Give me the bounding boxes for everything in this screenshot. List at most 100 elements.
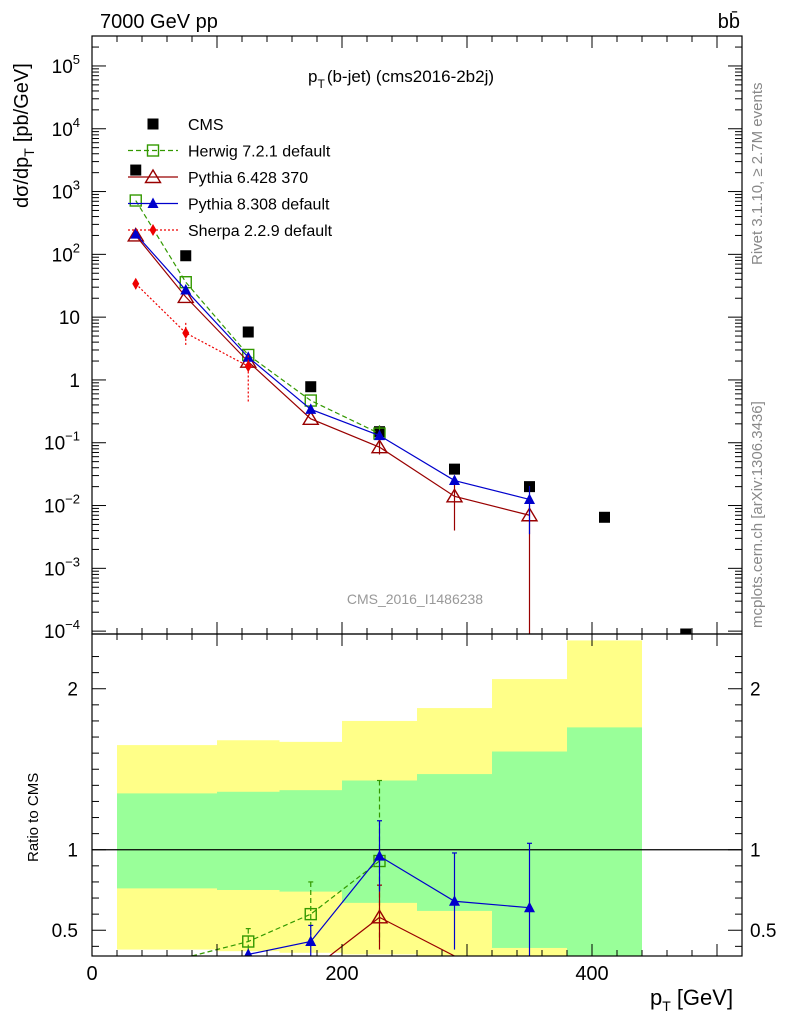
main-point-pythia-8-308-default (180, 284, 192, 295)
main-point-cms (305, 381, 317, 393)
legend: CMS Herwig 7.2.1 default Pythia 6.428 370 P… (128, 117, 333, 240)
main-point-cms (242, 326, 254, 338)
energy-label: 7000 GeV pp (100, 11, 218, 33)
main-point-sherpa-2-2-9-default (244, 360, 252, 373)
main-line-pythia-8-308-default (135, 233, 530, 501)
legend-marker-pythia-8-308-default (147, 197, 159, 208)
axes: 0 200 40010−410−310−210−11101021031041050.… (44, 35, 776, 985)
main-point-cms (599, 511, 610, 523)
analysis-watermark: CMS_2016_I1486238 (347, 591, 483, 607)
main-point-pythia-6-428-370 (127, 227, 145, 242)
main-point-cms (180, 250, 192, 262)
x-title-main: p (650, 985, 662, 1010)
y-tick-label: 10−4 (44, 617, 80, 643)
ratio-point-pythia-8-308-default (524, 901, 535, 913)
x-title-unit: [GeV] (677, 985, 733, 1010)
main-point-sherpa-2-2-9-default (182, 326, 190, 339)
y-tick-exp: 4 (73, 115, 80, 130)
y-axis-title-main: dσ/dpT [pb/GeV] (11, 63, 37, 208)
y-tick-label: 104 (52, 115, 80, 141)
main-line-sherpa-2-2-9-default (135, 283, 249, 367)
ratio-panel-marks (92, 779, 742, 956)
ratio-line-herwig-7-2-1-default (191, 860, 380, 956)
ratio-point-pythia-8-308-default (244, 948, 253, 956)
plot-title-sub: T (317, 77, 325, 91)
legend-marker-sherpa-2-2-9-default (149, 224, 157, 236)
y-title-unit: [pb/GeV] (11, 63, 33, 142)
plot-title-main: p (308, 67, 317, 86)
y-tick-exp: −1 (65, 429, 80, 444)
band-green-0 (117, 793, 217, 889)
mcplots-label: mcplots.cern.ch [arXiv:1306.3436] (749, 401, 766, 628)
y-tick-label: 105 (52, 52, 80, 78)
plot-title: pT (b-jet) (cms2016-2b2j) (308, 67, 494, 91)
legend-label-cms: CMS (188, 117, 224, 134)
band-green-6 (567, 727, 642, 956)
process-label: bb̄ (718, 10, 740, 33)
y-tick-base: 10 (52, 57, 73, 78)
legend-marker-cms (147, 118, 159, 130)
y-tick-exp: −3 (65, 554, 80, 569)
ratio-point-herwig-7-2-1-default (242, 935, 255, 948)
main-point-pythia-6-428-370 (370, 438, 389, 454)
ratio-y-tick-label-right: 2 (750, 680, 761, 701)
y-tick-base: 10 (52, 120, 73, 141)
main-point-cms (130, 164, 142, 176)
ratio-y-tick-label: 2 (67, 680, 78, 701)
legend-label-herwig-7-2-1-default: Herwig 7.2.1 default (188, 144, 331, 161)
ratio-y-tick-label: 1 (67, 841, 78, 862)
y-tick-base: 10 (44, 622, 65, 643)
main-point-cms (449, 463, 460, 475)
ratio-point-pythia-8-308-default (305, 935, 317, 947)
legend-label-pythia-6-428-370: Pythia 6.428 370 (188, 170, 308, 187)
x-tick-label: 200 (325, 963, 358, 985)
main-point-pythia-6-428-370 (302, 410, 320, 426)
ratio-y-tick-label-right: 0.5 (750, 921, 776, 942)
ratio-point-pythia-8-308-default (374, 850, 385, 861)
band-green-2 (279, 790, 342, 892)
plot-title-rest: (b-jet) (cms2016-2b2j) (327, 67, 494, 86)
legend-marker-herwig-7-2-1-default (146, 144, 160, 157)
main-point-pythia-8-308-default (449, 474, 460, 486)
y-tick-exp: 2 (73, 240, 80, 255)
main-point-pythia-6-428-370 (177, 288, 195, 304)
legend-label-pythia-8-308-default: Pythia 8.308 default (188, 197, 330, 214)
y-tick-base: 10 (44, 497, 65, 518)
y-tick-base: 10 (52, 245, 73, 266)
ratio-y-tick-label: 0.5 (52, 921, 78, 942)
y-tick-exp: 5 (73, 52, 80, 67)
x-axis-title: pT [GeV] (650, 985, 733, 1014)
y-tick-base: 10 (52, 183, 73, 204)
rivet-label: Rivet 3.1.10, ≥ 2.7M events (749, 83, 766, 266)
x-tick-label: 400 (575, 963, 608, 985)
y-axis-title-ratio: Ratio to CMS (25, 773, 42, 862)
legend-marker-pythia-6-428-370 (144, 168, 162, 184)
y-tick-label: 10 (59, 308, 80, 329)
band-green-1 (217, 791, 280, 890)
y-tick-exp: −2 (65, 492, 80, 507)
y-title-main: dσ/dp (11, 157, 33, 208)
y-tick-label: 10−1 (44, 429, 80, 455)
y-tick-base: 10 (44, 434, 65, 455)
main-point-pythia-8-308-default (524, 493, 535, 504)
x-tick-label: 0 (86, 963, 97, 985)
ratio-y-tick-label-right: 1 (750, 841, 761, 862)
main-panel-marks (127, 164, 692, 634)
ratio-point-pythia-6-428-370 (370, 908, 389, 924)
y-tick-label: 1 (69, 371, 80, 392)
y-tick-base: 10 (44, 559, 65, 580)
main-point-herwig-7-2-1-default (129, 194, 142, 207)
main-point-pythia-6-428-370 (445, 487, 464, 503)
y-tick-label: 10−3 (44, 554, 80, 580)
ratio-point-herwig-7-2-1-default (304, 907, 317, 921)
ratio-point-pythia-8-308-default (449, 895, 460, 906)
y-tick-label: 103 (52, 178, 80, 204)
legend-label-sherpa-2-2-9-default: Sherpa 2.2.9 default (188, 223, 333, 240)
x-title-sub: T (662, 998, 671, 1014)
y-title-sub: T (21, 148, 37, 157)
main-point-pythia-8-308-default (305, 403, 317, 414)
y-tick-label: 10−2 (44, 492, 80, 518)
main-line-pythia-6-428-370 (135, 235, 530, 516)
main-point-cms (680, 628, 692, 634)
